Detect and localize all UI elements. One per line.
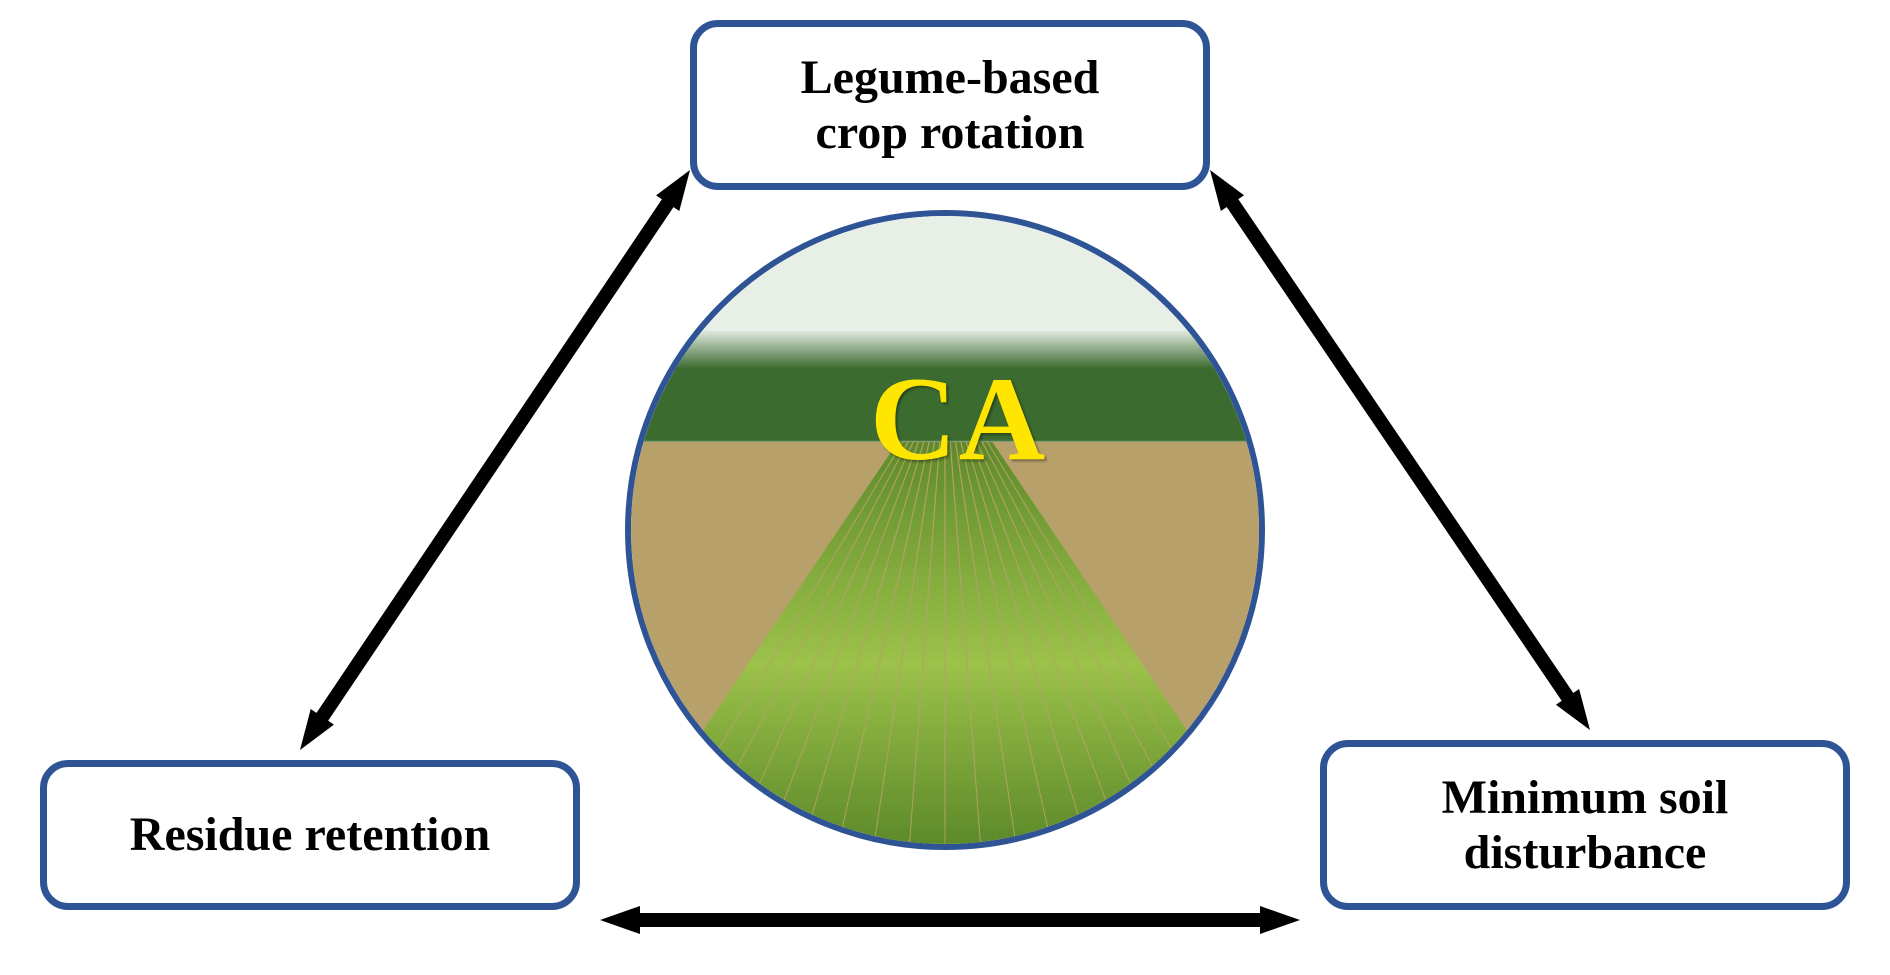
crop-row — [631, 442, 1259, 844]
edge-top-right — [1228, 196, 1572, 703]
crop-row — [631, 442, 1259, 844]
arrow-head-icon — [300, 709, 334, 750]
node-label: Legume-basedcrop rotation — [801, 50, 1100, 160]
edge-top-left — [318, 197, 672, 724]
crop-row — [631, 442, 1259, 844]
crop-row — [631, 442, 1259, 844]
node-label: Residue retention — [130, 807, 490, 862]
diagram-stage: { "canvas": { "width": 1890, "height": 9… — [0, 0, 1890, 975]
center-illustration-inner — [631, 216, 1259, 844]
crop-row — [631, 442, 1259, 844]
crop-row — [631, 442, 1259, 844]
center-field — [631, 442, 1259, 844]
crop-row — [631, 442, 1259, 844]
crop-row — [631, 442, 1259, 844]
node-label: Minimum soildisturbance — [1442, 770, 1729, 880]
node-legume-crop-rotation: Legume-basedcrop rotation — [690, 20, 1210, 190]
node-minimum-soil-disturbance: Minimum soildisturbance — [1320, 740, 1850, 910]
crop-row — [631, 442, 1259, 844]
arrow-head-icon — [1210, 170, 1244, 211]
arrow-head-icon — [600, 906, 640, 934]
crop-row — [631, 442, 1259, 844]
crop-row — [631, 442, 1259, 844]
center-sky — [631, 216, 1259, 329]
crop-row — [631, 442, 1259, 844]
crop-row — [631, 442, 1259, 844]
arrow-head-icon — [1556, 689, 1590, 730]
crop-row — [631, 442, 1259, 844]
center-illustration — [625, 210, 1265, 850]
crop-row — [631, 442, 1259, 844]
crop-row — [631, 442, 1259, 844]
crop-row — [631, 442, 1259, 844]
center-label: CA — [870, 350, 1047, 488]
arrow-head-icon — [656, 170, 690, 211]
node-residue-retention: Residue retention — [40, 760, 580, 910]
arrow-head-icon — [1260, 906, 1300, 934]
crop-row — [631, 442, 1259, 844]
